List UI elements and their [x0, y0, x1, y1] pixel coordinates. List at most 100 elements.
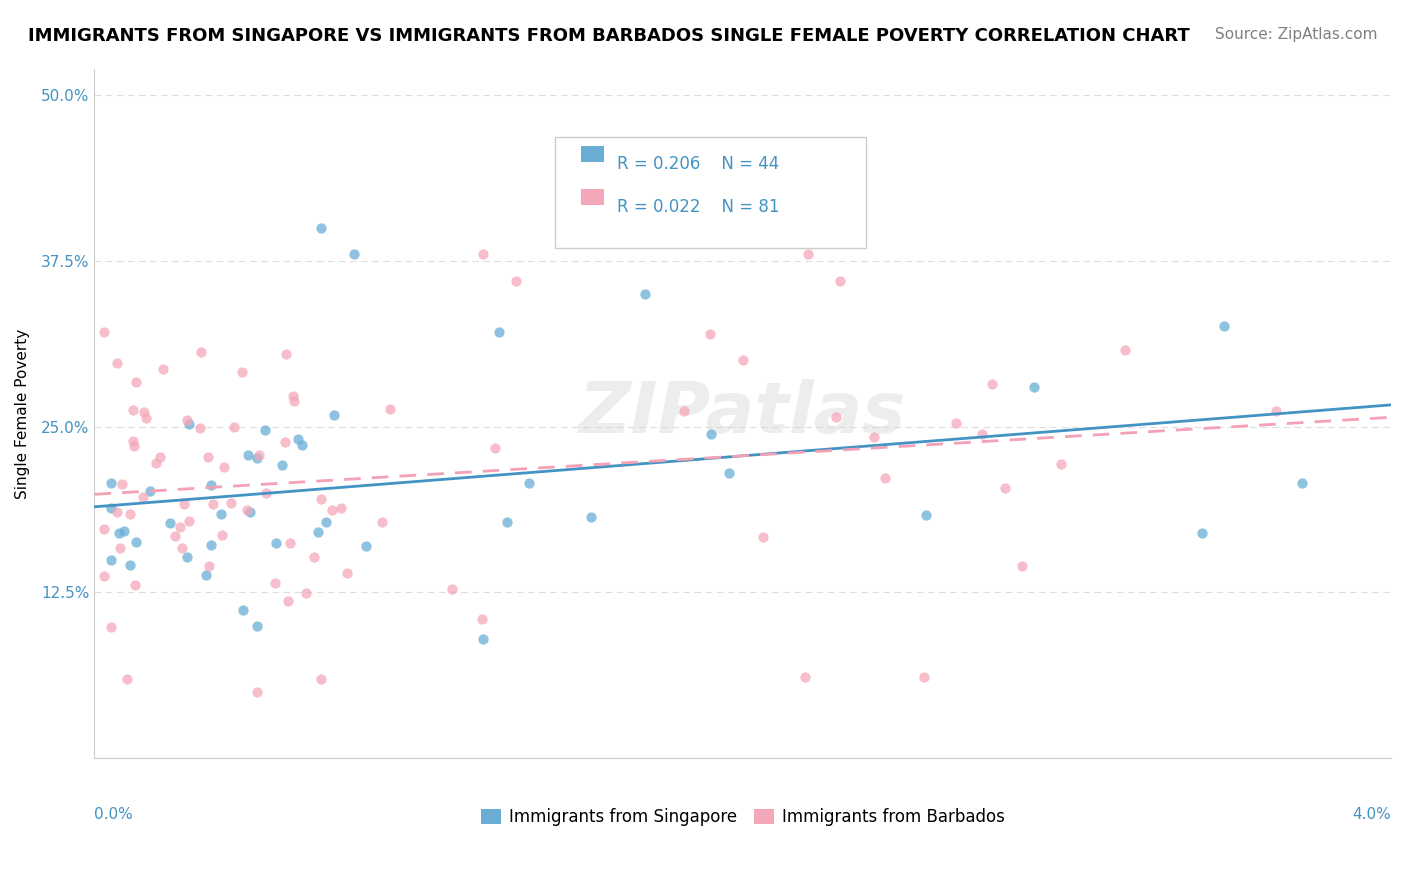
Point	[179, 514, 201, 528]
Text: ZIPatlas: ZIPatlas	[579, 379, 907, 448]
Point	[1050, 457, 1073, 471]
Point	[108, 541, 131, 556]
Point	[254, 485, 277, 500]
Point	[581, 510, 603, 524]
Point	[231, 365, 253, 379]
Point	[93, 325, 115, 339]
Point	[212, 459, 235, 474]
Point	[270, 458, 292, 472]
Point	[176, 413, 198, 427]
Point	[125, 375, 148, 389]
Point	[239, 505, 262, 519]
Point	[287, 433, 309, 447]
Point	[873, 471, 896, 485]
Point	[245, 618, 267, 632]
Point	[195, 567, 218, 582]
Point	[219, 496, 242, 510]
Point	[176, 550, 198, 565]
Point	[121, 403, 143, 417]
Point	[315, 515, 337, 529]
Point	[1024, 380, 1046, 394]
FancyBboxPatch shape	[581, 189, 605, 205]
Point	[471, 612, 494, 626]
Point	[796, 247, 818, 261]
Point	[108, 525, 131, 540]
Y-axis label: Single Female Poverty: Single Female Poverty	[15, 328, 30, 499]
Point	[120, 558, 142, 572]
Point	[1191, 525, 1213, 540]
Point	[122, 439, 145, 453]
Point	[281, 389, 304, 403]
Point	[100, 552, 122, 566]
Point	[1291, 475, 1313, 490]
Point	[201, 497, 224, 511]
Point	[912, 670, 935, 684]
FancyBboxPatch shape	[555, 137, 866, 248]
Point	[472, 247, 495, 261]
Point	[970, 426, 993, 441]
Point	[828, 274, 851, 288]
Point	[209, 508, 232, 522]
Text: Source: ZipAtlas.com: Source: ZipAtlas.com	[1215, 27, 1378, 42]
Point	[283, 394, 305, 409]
Point	[177, 417, 200, 431]
Point	[699, 326, 721, 341]
Point	[163, 529, 186, 543]
Point	[311, 220, 333, 235]
Point	[484, 442, 506, 456]
Point	[197, 450, 219, 464]
Text: IMMIGRANTS FROM SINGAPORE VS IMMIGRANTS FROM BARBADOS SINGLE FEMALE POVERTY CORR: IMMIGRANTS FROM SINGAPORE VS IMMIGRANTS …	[28, 27, 1189, 45]
Point	[731, 353, 754, 368]
Point	[100, 620, 122, 634]
Point	[190, 345, 212, 359]
Point	[309, 491, 332, 506]
Point	[149, 450, 172, 464]
Point	[302, 549, 325, 564]
Point	[1213, 319, 1236, 334]
Point	[222, 420, 245, 434]
Point	[505, 274, 527, 288]
Point	[118, 508, 141, 522]
Point	[247, 448, 270, 462]
Point	[125, 535, 148, 549]
Point	[139, 484, 162, 499]
Point	[329, 500, 352, 515]
FancyBboxPatch shape	[581, 145, 605, 161]
Point	[236, 502, 259, 516]
Point	[122, 434, 145, 449]
Point	[135, 410, 157, 425]
Point	[354, 539, 377, 553]
Point	[824, 409, 846, 424]
Point	[336, 566, 359, 581]
Point	[980, 377, 1002, 392]
Point	[994, 482, 1017, 496]
Point	[105, 505, 128, 519]
Point	[200, 538, 222, 552]
Point	[188, 420, 211, 434]
Point	[378, 401, 401, 416]
Legend: Immigrants from Singapore, Immigrants from Barbados: Immigrants from Singapore, Immigrants fr…	[474, 801, 1011, 833]
Point	[1264, 404, 1286, 418]
Point	[232, 603, 254, 617]
Text: 4.0%: 4.0%	[1353, 806, 1391, 822]
Point	[343, 247, 366, 261]
Point	[793, 670, 815, 684]
Point	[371, 515, 394, 529]
Point	[311, 672, 333, 686]
Point	[278, 535, 301, 549]
Point	[236, 448, 259, 462]
Point	[495, 515, 517, 529]
Point	[264, 536, 287, 550]
Point	[718, 466, 741, 480]
Point	[114, 524, 136, 538]
Point	[945, 416, 967, 430]
Point	[291, 438, 314, 452]
Point	[672, 404, 695, 418]
Point	[307, 524, 329, 539]
Point	[752, 530, 775, 544]
Point	[488, 325, 510, 339]
Point	[100, 476, 122, 491]
Point	[1011, 558, 1033, 573]
Point	[322, 408, 344, 422]
Point	[246, 451, 269, 466]
